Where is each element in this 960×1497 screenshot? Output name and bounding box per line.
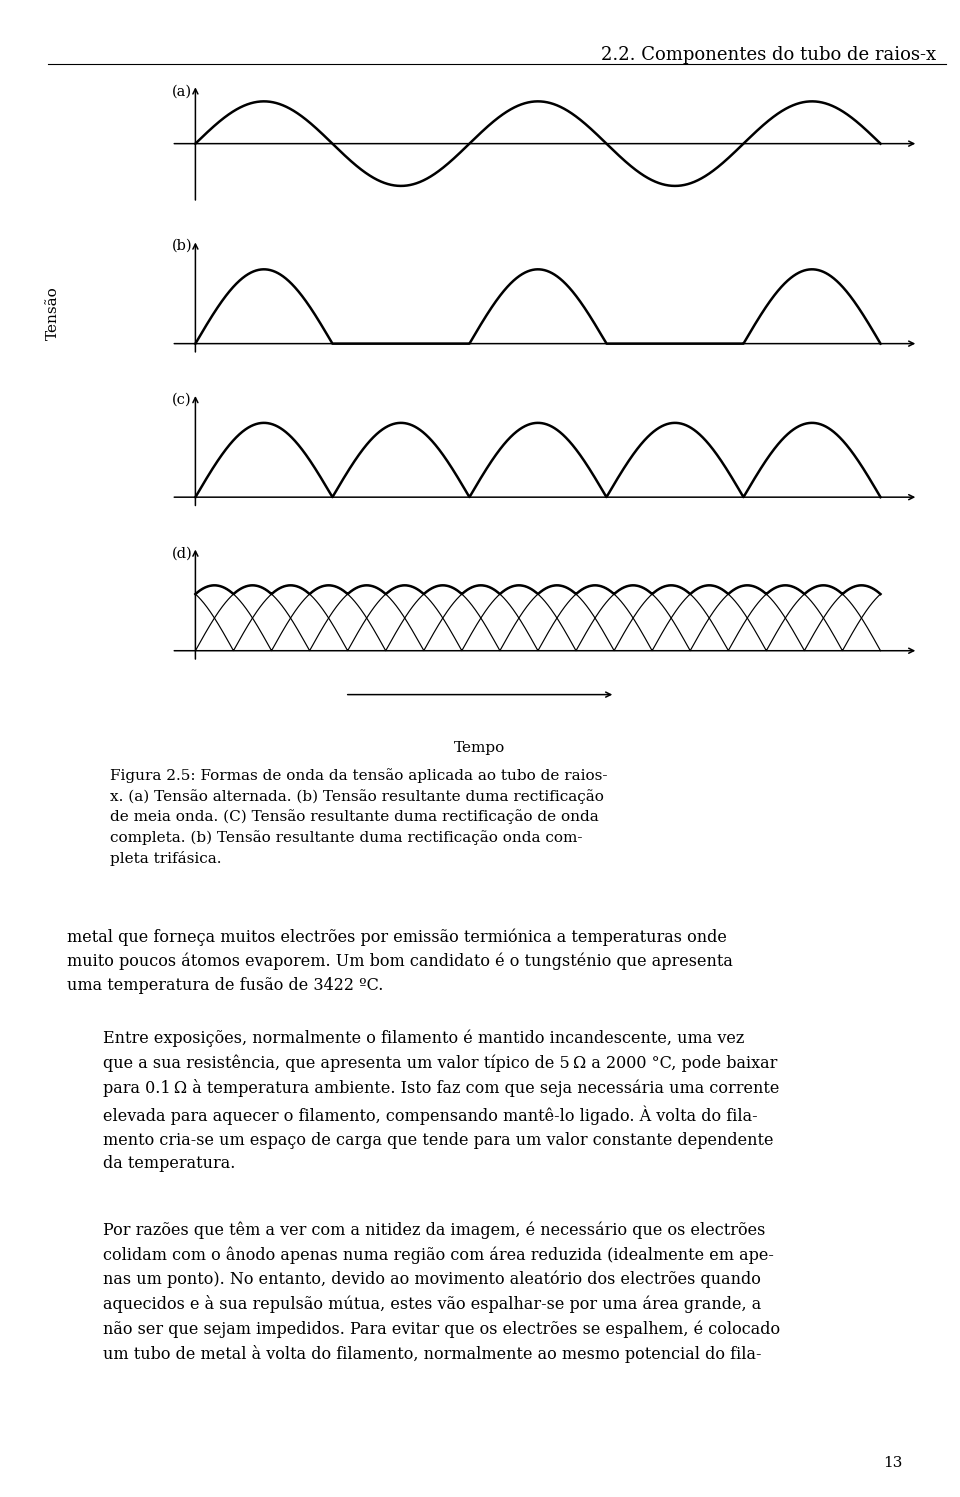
Text: 2.2. Componentes do tubo de raios-x: 2.2. Componentes do tubo de raios-x: [601, 45, 936, 64]
Text: metal que forneça muitos electrões por emissão termiónica a temperaturas onde
mu: metal que forneça muitos electrões por e…: [67, 928, 733, 994]
Text: Figura 2.5: Formas de onda da tensão aplicada ao tubo de raios-
x. (a) Tensão al: Figura 2.5: Formas de onda da tensão apl…: [110, 768, 608, 867]
Text: Por razões que têm a ver com a nitidez da imagem, é necessário que os electrões
: Por razões que têm a ver com a nitidez d…: [103, 1222, 780, 1364]
Text: (b): (b): [172, 240, 192, 253]
Text: Tempo: Tempo: [454, 741, 506, 754]
Text: Tensão: Tensão: [46, 286, 60, 340]
Text: (c): (c): [172, 392, 191, 407]
Text: (a): (a): [172, 84, 192, 99]
Text: Entre exposições, normalmente o filamento é mantido incandescente, uma vez
que a: Entre exposições, normalmente o filament…: [103, 1030, 780, 1172]
Text: (d): (d): [172, 546, 192, 560]
Text: 13: 13: [883, 1457, 902, 1470]
